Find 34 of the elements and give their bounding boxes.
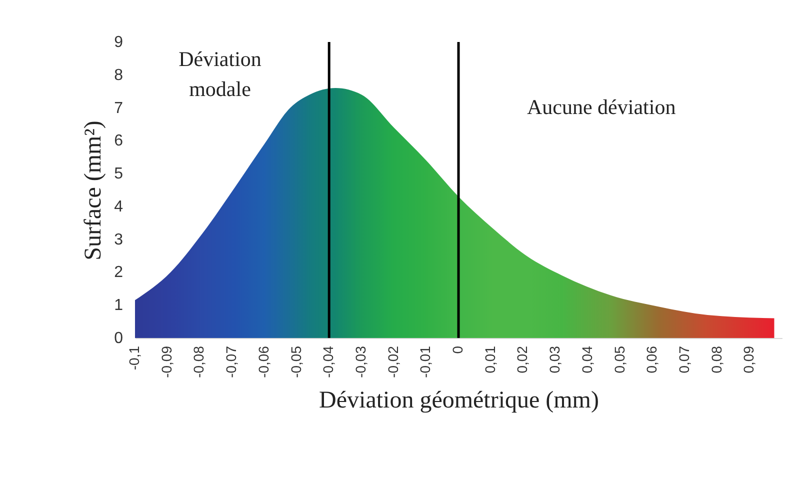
y-tick-label: 9 xyxy=(114,34,124,51)
x-tick-label: -0,04 xyxy=(320,346,336,378)
x-tick-label: 0,06 xyxy=(644,346,660,374)
annotation: Déviation modale xyxy=(178,47,262,101)
x-tick-label: 0,09 xyxy=(740,346,757,374)
x-tick-label: 0,07 xyxy=(676,346,692,374)
y-tick-label: 0 xyxy=(114,330,124,347)
y-tick-label: 2 xyxy=(114,264,124,282)
y-axis-title: Surface (mm²) xyxy=(80,120,106,260)
annotation: Aucune déviation xyxy=(527,95,676,119)
y-tick-label: 4 xyxy=(114,198,124,216)
x-tick-label: -0,01 xyxy=(417,346,434,378)
x-tick-label: -0,1 xyxy=(126,346,142,370)
x-tick-label: 0,03 xyxy=(546,346,563,374)
y-tick-label: 5 xyxy=(114,166,124,183)
x-tick-label: -0,05 xyxy=(288,346,304,378)
x-tick-label: 0,04 xyxy=(578,346,595,374)
y-tick-label: 3 xyxy=(114,231,124,248)
x-tick-label: -0,02 xyxy=(384,346,401,378)
y-tick-label: 8 xyxy=(114,66,124,84)
x-tick-label: -0,08 xyxy=(190,346,207,378)
y-tick-label: 7 xyxy=(114,100,124,117)
y-tick-label: 6 xyxy=(114,132,124,150)
x-tick-label: -0,06 xyxy=(255,346,272,378)
x-tick-label: 0,01 xyxy=(482,346,498,374)
x-tick-label: 0,05 xyxy=(611,346,628,374)
x-tick-label: 0,02 xyxy=(514,346,530,374)
x-tick-label: -0,07 xyxy=(223,346,240,378)
y-tick-label: 1 xyxy=(114,297,124,314)
x-tick-label: -0,09 xyxy=(158,346,174,378)
x-tick-label: 0 xyxy=(450,346,466,354)
x-tick-label: 0,08 xyxy=(708,346,724,374)
x-tick-label: -0,03 xyxy=(352,346,368,378)
x-axis-title: Déviation géométrique (mm) xyxy=(319,388,599,414)
